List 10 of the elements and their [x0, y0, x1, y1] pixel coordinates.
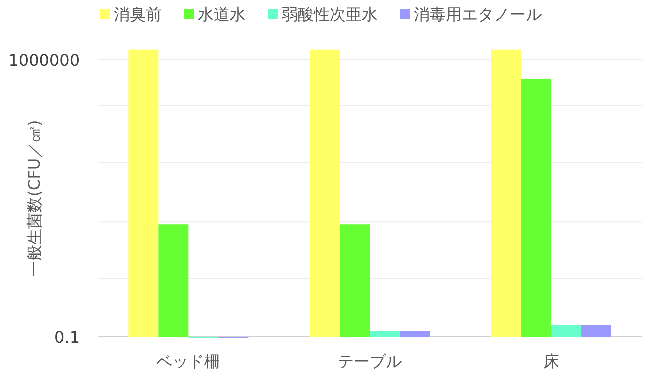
legend-label: 水道水	[198, 5, 246, 24]
y-tick-label: 0.1	[54, 328, 80, 347]
y-tick-label: 1000000	[8, 50, 80, 70]
y-axis-title: 一般生菌数(CFU／㎠)	[25, 120, 44, 277]
legend-label: 弱酸性次亜水	[282, 5, 378, 24]
legend-label: 消毒用エタノール	[414, 5, 542, 24]
x-tick-label: テーブル	[338, 352, 402, 371]
legend-label: 消臭前	[114, 5, 162, 24]
x-tick-label: ベッド柵	[156, 352, 221, 371]
x-tick-label: 床	[543, 352, 560, 371]
